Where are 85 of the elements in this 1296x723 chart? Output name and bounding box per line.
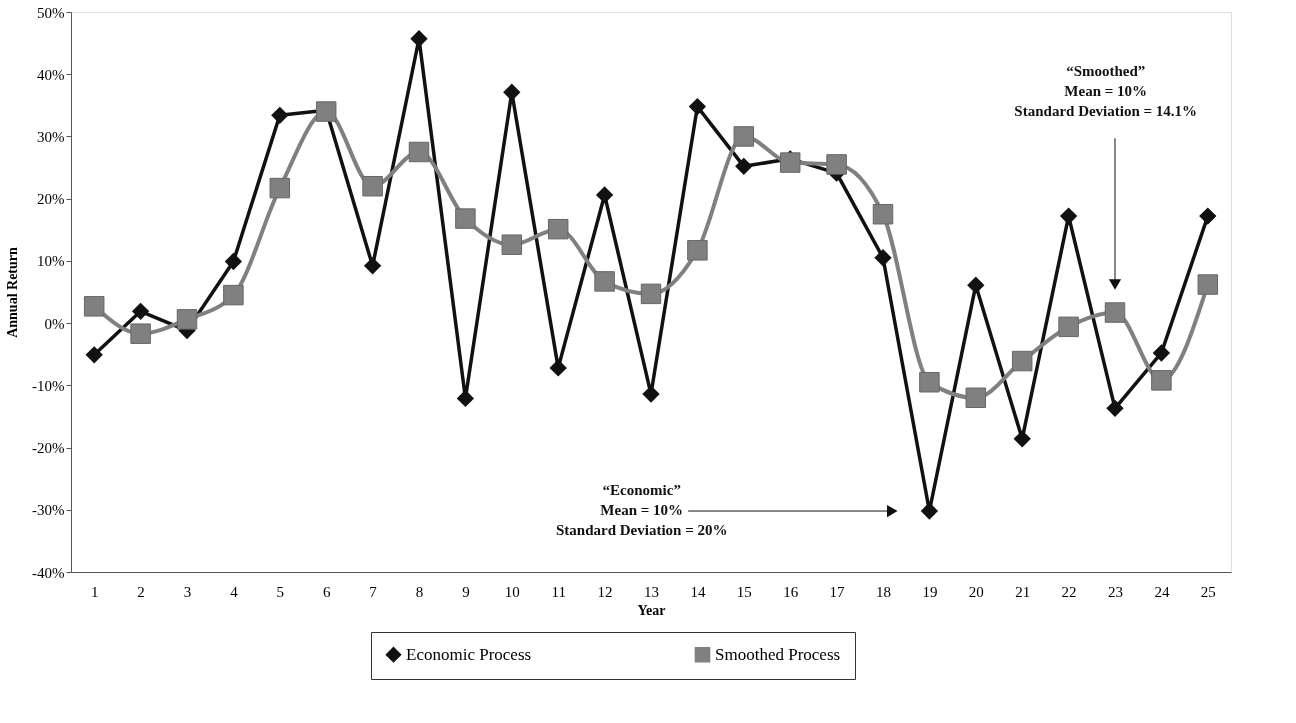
x-tick-label: 25 <box>1200 583 1216 600</box>
point <box>1106 399 1124 418</box>
point <box>1104 302 1126 323</box>
x-tick-label: 11 <box>551 583 566 600</box>
point <box>269 177 291 199</box>
x-tick-label: 18 <box>876 583 891 600</box>
point <box>271 106 289 124</box>
point <box>549 359 567 377</box>
point <box>176 309 198 330</box>
annotation: “Economic” Mean = 10% Standard Deviation = 20% <box>555 482 728 539</box>
x-tick-label: 14 <box>690 583 706 600</box>
legend-label: Economic Process <box>406 644 532 664</box>
point <box>919 371 940 393</box>
x-tick-label: 2 <box>137 583 145 600</box>
point <box>223 284 244 306</box>
x-tick-label: 23 <box>1108 583 1123 600</box>
x-tick-label: 4 <box>230 583 239 600</box>
point <box>410 30 428 48</box>
y-tick-label: -40% <box>32 564 65 581</box>
point <box>826 154 847 175</box>
point <box>687 240 708 261</box>
y-tick-label: 20% <box>37 191 65 208</box>
x-tick-label: 19 <box>922 583 938 600</box>
point <box>874 249 892 267</box>
point <box>920 502 939 520</box>
x-tick-label: 5 <box>276 583 285 600</box>
point <box>547 218 569 240</box>
point <box>1059 207 1078 225</box>
point <box>872 203 894 225</box>
y-tick-label: 30% <box>37 128 65 145</box>
x-tick-label: 7 <box>369 583 378 600</box>
x-tick-label: 20 <box>968 583 984 600</box>
point <box>363 257 382 275</box>
point <box>455 208 476 229</box>
y-tick-label: -30% <box>32 502 65 519</box>
point <box>501 234 523 255</box>
point <box>131 302 150 320</box>
x-tick-label: 16 <box>783 583 799 600</box>
point <box>503 83 521 101</box>
point <box>779 152 801 173</box>
x-tick-label: 3 <box>183 583 192 600</box>
point <box>83 296 105 317</box>
x-tick-label: 6 <box>322 583 331 600</box>
x-tick-label: 21 <box>1015 583 1031 600</box>
y-tick-label: -10% <box>32 377 65 394</box>
y-tick-label: 0% <box>44 315 65 332</box>
x-tick-label: 24 <box>1154 583 1170 600</box>
point <box>640 283 662 305</box>
x-tick-label: 10 <box>504 583 520 600</box>
y-axis-title: Annual Return <box>5 246 21 338</box>
x-tick-label: 13 <box>644 583 659 600</box>
y-tick-label: -20% <box>32 440 65 457</box>
y-tick-label: 50% <box>37 4 65 21</box>
x-tick-label: 12 <box>597 583 613 600</box>
point <box>1197 274 1219 295</box>
point <box>735 157 753 175</box>
point <box>1058 316 1079 338</box>
point <box>965 387 987 409</box>
x-tick-label: 8 <box>415 583 424 600</box>
x-tick-label: 15 <box>736 583 752 600</box>
x-axis-title: Year <box>637 602 666 618</box>
point <box>1199 207 1217 225</box>
y-tick-label: 10% <box>37 253 65 270</box>
point <box>130 323 151 344</box>
point <box>408 141 430 163</box>
point <box>1011 350 1033 372</box>
x-tick-label: 9 <box>462 583 470 600</box>
legend-label: Smoothed Process <box>715 644 841 664</box>
y-tick-label: 40% <box>37 66 65 83</box>
point <box>733 126 755 147</box>
point <box>224 252 243 271</box>
point <box>595 186 614 204</box>
point <box>642 385 660 403</box>
point <box>1151 370 1172 391</box>
point <box>967 276 985 294</box>
point <box>1152 344 1171 362</box>
point <box>1013 430 1031 448</box>
annotation: “Smoothed” Mean = 10% Standard Deviation = 14.1% <box>1014 62 1198 119</box>
point <box>85 346 103 364</box>
point <box>362 175 383 197</box>
point <box>594 271 615 292</box>
x-tick-label: 17 <box>829 583 846 600</box>
point <box>688 97 707 116</box>
x-tick-label: 22 <box>1061 583 1077 600</box>
x-tick-label: 1 <box>90 583 99 600</box>
